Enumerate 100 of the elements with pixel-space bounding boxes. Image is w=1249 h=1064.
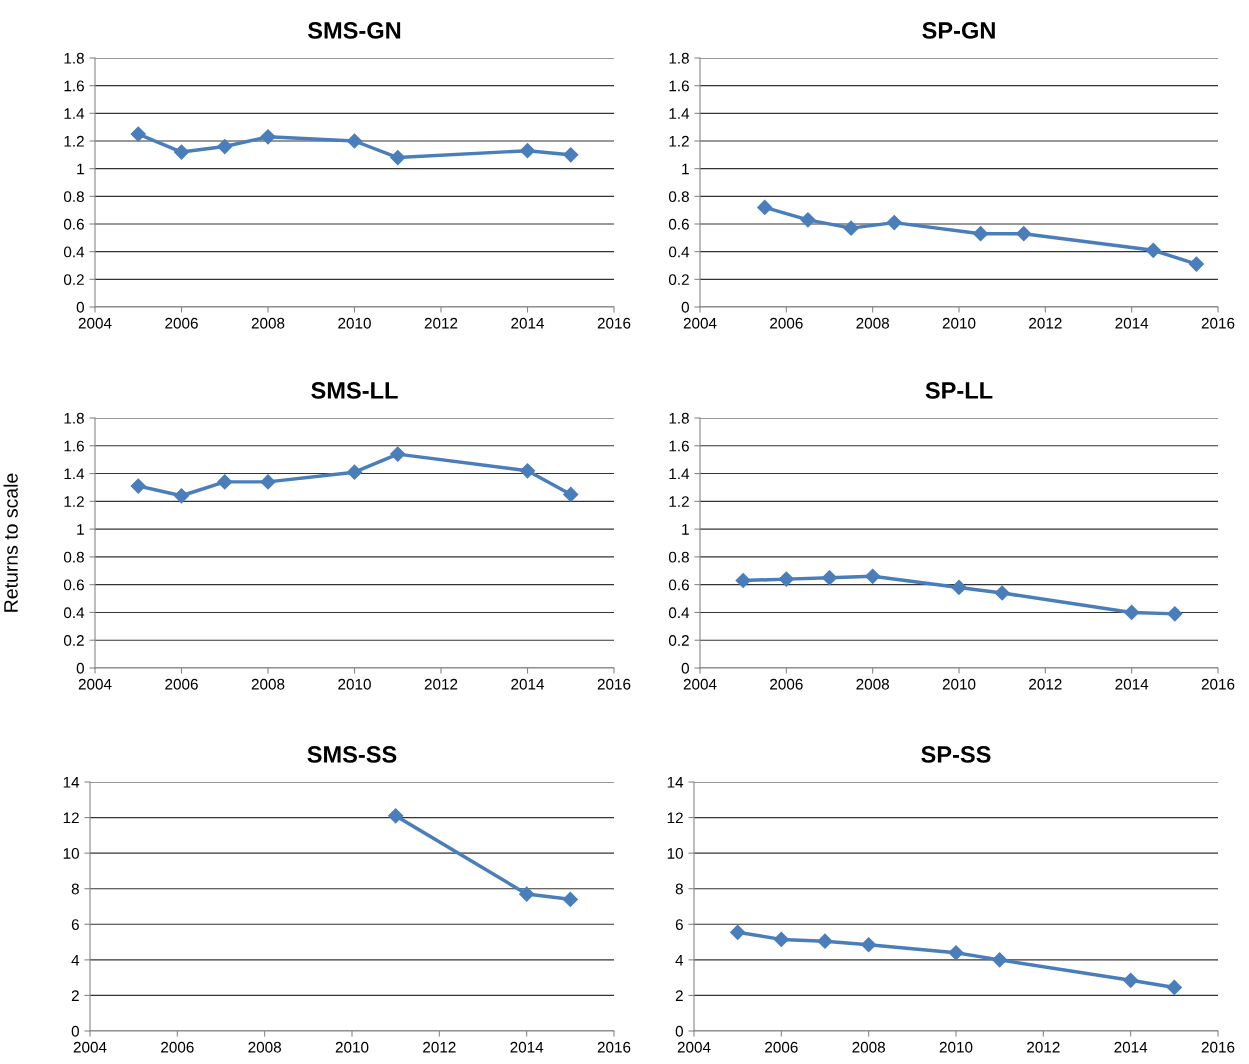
- point: [346, 133, 363, 149]
- y-tick-label: 1.4: [669, 108, 690, 119]
- point: [1123, 972, 1139, 988]
- point: [173, 144, 190, 160]
- point: [217, 138, 233, 155]
- x-tick-label: 2012: [1027, 1041, 1060, 1053]
- y-tick-label: 1.4: [669, 468, 690, 480]
- y-tick-label: 0.4: [63, 246, 85, 258]
- y-tick-label: 0.2: [63, 635, 84, 646]
- y-tick-label: 0.8: [63, 551, 84, 563]
- y-tick-label: 6: [675, 919, 683, 930]
- chart-title: SMS-GN: [307, 22, 401, 39]
- x-tick-label: 2008: [856, 317, 889, 329]
- x-tick-label: 2014: [1114, 1041, 1148, 1053]
- point: [388, 808, 404, 824]
- x-tick-label: 2008: [852, 1041, 885, 1053]
- y-tick-label: 8: [71, 883, 79, 895]
- y-tick-label: 0.4: [668, 607, 690, 619]
- point: [773, 931, 789, 947]
- y-tick-label: 0.2: [668, 635, 689, 646]
- y-tick-label: 4: [71, 954, 80, 966]
- y-tick-label: 0: [71, 1025, 79, 1037]
- x-tick-label: 2012: [424, 678, 458, 690]
- x-tick-label: 2010: [942, 317, 976, 329]
- point: [519, 886, 535, 902]
- y-tick-label: 1.8: [669, 52, 689, 64]
- y-tick-label: 1.2: [669, 135, 689, 147]
- x-tick-label: 2010: [335, 1041, 369, 1053]
- y-tick-label: 1.4: [64, 108, 85, 119]
- point: [948, 945, 964, 961]
- chart-title: SP-GN: [922, 22, 995, 39]
- x-tick-label: 2004: [78, 678, 112, 690]
- y-axis-title: Returns to scale: [3, 473, 18, 612]
- point: [994, 585, 1010, 601]
- point: [973, 226, 989, 242]
- y-tick-label: 0.8: [668, 551, 689, 563]
- point: [735, 572, 751, 589]
- point: [992, 952, 1008, 968]
- point: [861, 937, 877, 953]
- x-tick-label: 2004: [683, 317, 717, 329]
- y-tick-label: 2: [71, 990, 79, 1001]
- y-tick-label: 1.8: [64, 52, 84, 64]
- point: [563, 147, 579, 163]
- y-tick-label: 0.8: [63, 191, 84, 203]
- x-tick-label: 2004: [73, 1041, 107, 1053]
- point: [1145, 242, 1161, 258]
- point: [130, 478, 146, 494]
- y-tick-label: 1.6: [64, 80, 84, 92]
- y-tick-label: 1: [682, 524, 689, 535]
- y-tick-label: 14: [667, 777, 684, 788]
- y-tick-label: 4: [675, 954, 684, 966]
- point: [562, 891, 578, 907]
- x-tick-label: 2014: [511, 317, 545, 329]
- y-tick-label: 0: [681, 662, 689, 674]
- y-tick-label: 0.2: [668, 274, 689, 286]
- point: [817, 933, 833, 949]
- x-tick-label: 2006: [165, 317, 198, 329]
- y-tick-label: 1.2: [669, 496, 689, 507]
- y-tick-label: 1.6: [669, 440, 689, 452]
- point: [821, 570, 838, 586]
- y-tick-label: 10: [63, 848, 79, 859]
- y-tick-label: 0.4: [63, 607, 85, 619]
- x-tick-label: 2008: [251, 317, 285, 329]
- y-tick-label: 0: [675, 1025, 683, 1037]
- y-tick-label: 12: [667, 812, 683, 824]
- x-tick-label: 2008: [248, 1041, 281, 1053]
- x-tick-label: 2012: [424, 317, 458, 329]
- point: [778, 571, 794, 587]
- point: [730, 924, 746, 940]
- point: [519, 143, 536, 159]
- y-tick-label: 0.6: [668, 218, 689, 230]
- y-tick-label: 10: [667, 848, 683, 859]
- x-tick-label: 2010: [942, 678, 976, 690]
- point: [563, 486, 579, 502]
- x-tick-label: 2014: [511, 678, 545, 690]
- y-tick-label: 1: [77, 524, 84, 535]
- x-tick-label: 2016: [1201, 678, 1235, 690]
- point: [173, 488, 190, 504]
- y-tick-label: 0: [76, 301, 84, 313]
- y-tick-label: 1.8: [64, 412, 84, 424]
- x-tick-label: 2016: [1201, 1041, 1235, 1053]
- x-tick-label: 2008: [856, 678, 889, 690]
- x-tick-label: 2004: [683, 678, 717, 690]
- point: [865, 568, 881, 584]
- x-tick-label: 2006: [165, 678, 198, 690]
- y-tick-label: 1: [682, 163, 689, 175]
- x-tick-label: 2010: [338, 678, 371, 690]
- point: [217, 474, 233, 490]
- point: [951, 579, 967, 596]
- x-tick-label: 2016: [597, 678, 631, 690]
- x-tick-label: 2012: [423, 1041, 456, 1053]
- y-tick-label: 1.2: [64, 135, 84, 147]
- point: [1167, 606, 1183, 622]
- x-tick-label: 2012: [1029, 678, 1062, 690]
- x-tick-label: 2004: [78, 317, 112, 329]
- chart-title: SP-SS: [921, 746, 991, 763]
- x-tick-label: 2006: [770, 317, 803, 329]
- y-tick-label: 2: [675, 990, 683, 1001]
- y-tick-label: 1: [77, 163, 84, 175]
- y-tick-label: 0.4: [668, 246, 690, 258]
